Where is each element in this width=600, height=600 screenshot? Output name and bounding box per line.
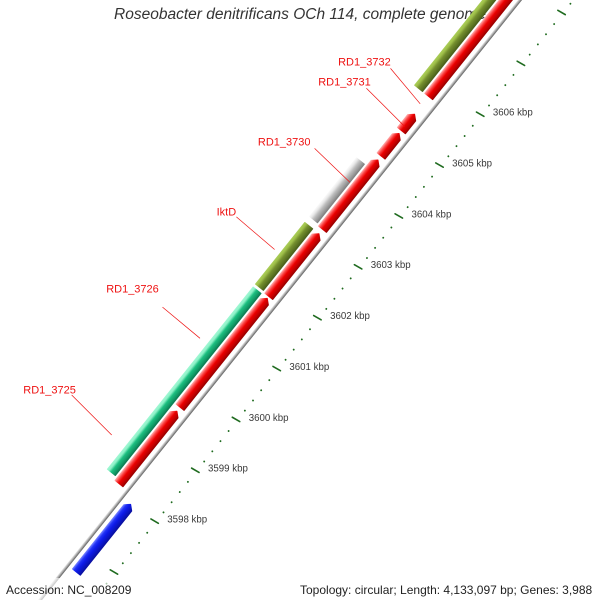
- svg-text:3605 kbp: 3605 kbp: [452, 158, 492, 169]
- svg-text:IktD: IktD: [217, 207, 237, 219]
- svg-text:3604 kbp: 3604 kbp: [411, 209, 451, 220]
- svg-text:3606 kbp: 3606 kbp: [493, 108, 533, 119]
- svg-text:RD1_3730: RD1_3730: [258, 137, 311, 149]
- svg-text:3602 kbp: 3602 kbp: [330, 311, 370, 322]
- svg-text:3598 kbp: 3598 kbp: [167, 515, 207, 526]
- svg-text:Topology: circular; Length: 4,: Topology: circular; Length: 4,133,097 bp…: [300, 583, 593, 597]
- svg-text:3603 kbp: 3603 kbp: [371, 260, 411, 271]
- svg-text:RD1_3725: RD1_3725: [23, 384, 76, 396]
- svg-text:3599 kbp: 3599 kbp: [208, 464, 248, 475]
- svg-text:3601 kbp: 3601 kbp: [289, 362, 329, 373]
- svg-text:RD1_3732: RD1_3732: [338, 57, 391, 69]
- svg-text:RD1_3731: RD1_3731: [318, 76, 371, 88]
- svg-text:3600 kbp: 3600 kbp: [249, 413, 289, 424]
- svg-text:Roseobacter denitrificans OCh: Roseobacter denitrificans OCh 114, compl…: [114, 6, 486, 23]
- svg-text:Accession: NC_008209: Accession: NC_008209: [6, 583, 132, 597]
- svg-text:RD1_3726: RD1_3726: [106, 284, 159, 296]
